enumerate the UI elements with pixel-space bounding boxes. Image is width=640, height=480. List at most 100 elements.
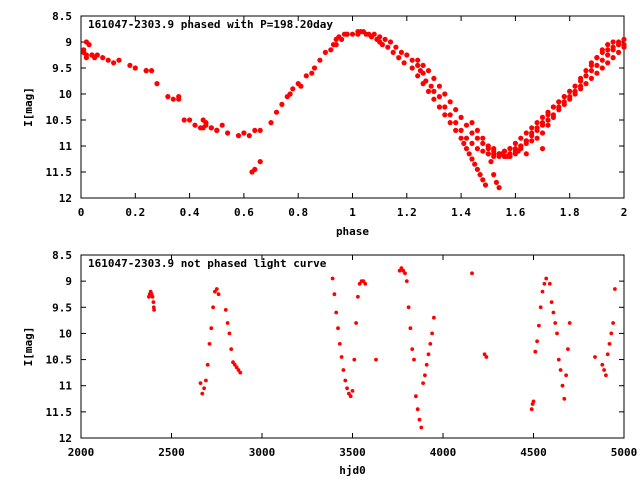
data-point bbox=[330, 276, 335, 281]
plot-frame bbox=[80, 15, 625, 199]
data-point bbox=[150, 294, 155, 299]
data-point bbox=[412, 357, 416, 362]
data-point bbox=[518, 143, 524, 149]
data-point bbox=[86, 42, 92, 48]
data-point bbox=[83, 55, 89, 61]
data-point bbox=[225, 321, 230, 325]
y-tick-label: 9 bbox=[65, 36, 72, 49]
data-point bbox=[238, 370, 243, 375]
data-point bbox=[588, 60, 595, 66]
x-tick-label: 1 bbox=[349, 206, 356, 219]
data-point bbox=[229, 347, 234, 351]
data-point bbox=[562, 396, 567, 401]
data-point bbox=[588, 75, 595, 81]
data-point bbox=[463, 146, 470, 152]
y-tick-label: 10.5 bbox=[46, 114, 73, 127]
data-point bbox=[545, 109, 551, 115]
data-point bbox=[491, 146, 497, 152]
data-point bbox=[209, 326, 214, 331]
data-point bbox=[480, 140, 486, 146]
data-point bbox=[602, 368, 606, 372]
data-point bbox=[488, 159, 494, 165]
data-point bbox=[610, 39, 616, 45]
data-point bbox=[268, 120, 274, 126]
data-point bbox=[531, 399, 536, 404]
data-point bbox=[594, 62, 600, 68]
data-point bbox=[539, 146, 546, 152]
data-point bbox=[534, 127, 540, 133]
data-point bbox=[273, 109, 280, 115]
data-point bbox=[403, 271, 407, 276]
data-point bbox=[311, 65, 318, 71]
data-point bbox=[538, 305, 543, 310]
data-point bbox=[523, 151, 529, 157]
data-point bbox=[105, 57, 111, 63]
data-point bbox=[561, 101, 567, 107]
data-point bbox=[252, 127, 258, 133]
data-point bbox=[165, 94, 171, 100]
data-point bbox=[605, 52, 611, 58]
x-tick-label: 0.4 bbox=[180, 206, 200, 219]
data-point bbox=[205, 362, 210, 367]
data-point bbox=[100, 55, 106, 61]
data-point bbox=[458, 127, 464, 133]
data-point bbox=[339, 355, 344, 359]
x-tick-label: 0.6 bbox=[234, 206, 254, 219]
y-tick-label: 10 bbox=[59, 327, 72, 340]
data-point bbox=[609, 331, 614, 336]
data-point bbox=[594, 55, 600, 61]
data-point bbox=[425, 68, 432, 74]
y-tick-label: 12 bbox=[59, 432, 72, 445]
data-point bbox=[257, 127, 263, 133]
data-point bbox=[414, 394, 418, 399]
data-point bbox=[200, 391, 205, 396]
data-point bbox=[566, 347, 570, 351]
data-point bbox=[322, 49, 328, 56]
data-point bbox=[352, 357, 357, 362]
y-tick-label: 9.5 bbox=[52, 301, 72, 314]
data-point bbox=[223, 308, 228, 312]
data-point bbox=[621, 44, 627, 50]
y-axis-label: I[mag] bbox=[22, 87, 35, 127]
data-point bbox=[339, 36, 345, 43]
data-point bbox=[207, 342, 212, 346]
data-point bbox=[401, 60, 407, 66]
data-point bbox=[553, 321, 558, 325]
data-point bbox=[216, 292, 221, 297]
data-point bbox=[151, 300, 156, 304]
x-tick-label: 1.4 bbox=[451, 206, 471, 219]
data-point bbox=[252, 166, 258, 172]
data-point bbox=[583, 81, 589, 87]
data-point bbox=[89, 52, 95, 58]
data-point bbox=[616, 49, 622, 56]
data-point bbox=[336, 326, 340, 331]
data-point bbox=[572, 91, 578, 97]
x-tick-label: 2500 bbox=[158, 446, 185, 459]
data-point bbox=[192, 122, 198, 128]
data-point bbox=[470, 271, 474, 276]
data-point bbox=[132, 65, 138, 71]
data-point bbox=[287, 91, 293, 97]
data-point bbox=[428, 83, 434, 89]
plot-title: 161047-2303.9 not phased light curve bbox=[88, 257, 327, 270]
data-point bbox=[415, 407, 420, 412]
data-point bbox=[547, 281, 552, 286]
data-point bbox=[560, 383, 565, 388]
data-point bbox=[610, 55, 616, 61]
data-point bbox=[504, 153, 510, 159]
data-point bbox=[453, 120, 459, 126]
data-point bbox=[545, 122, 551, 128]
data-point bbox=[474, 127, 480, 133]
data-point bbox=[474, 166, 480, 172]
data-point bbox=[350, 389, 355, 393]
x-tick-label: 3000 bbox=[249, 446, 276, 459]
data-point bbox=[537, 323, 541, 328]
data-point bbox=[111, 60, 117, 66]
data-point bbox=[567, 96, 573, 102]
data-point bbox=[561, 94, 567, 100]
data-point bbox=[515, 148, 521, 154]
data-point bbox=[152, 308, 157, 312]
plot-frame bbox=[80, 254, 625, 439]
data-point bbox=[610, 47, 616, 53]
